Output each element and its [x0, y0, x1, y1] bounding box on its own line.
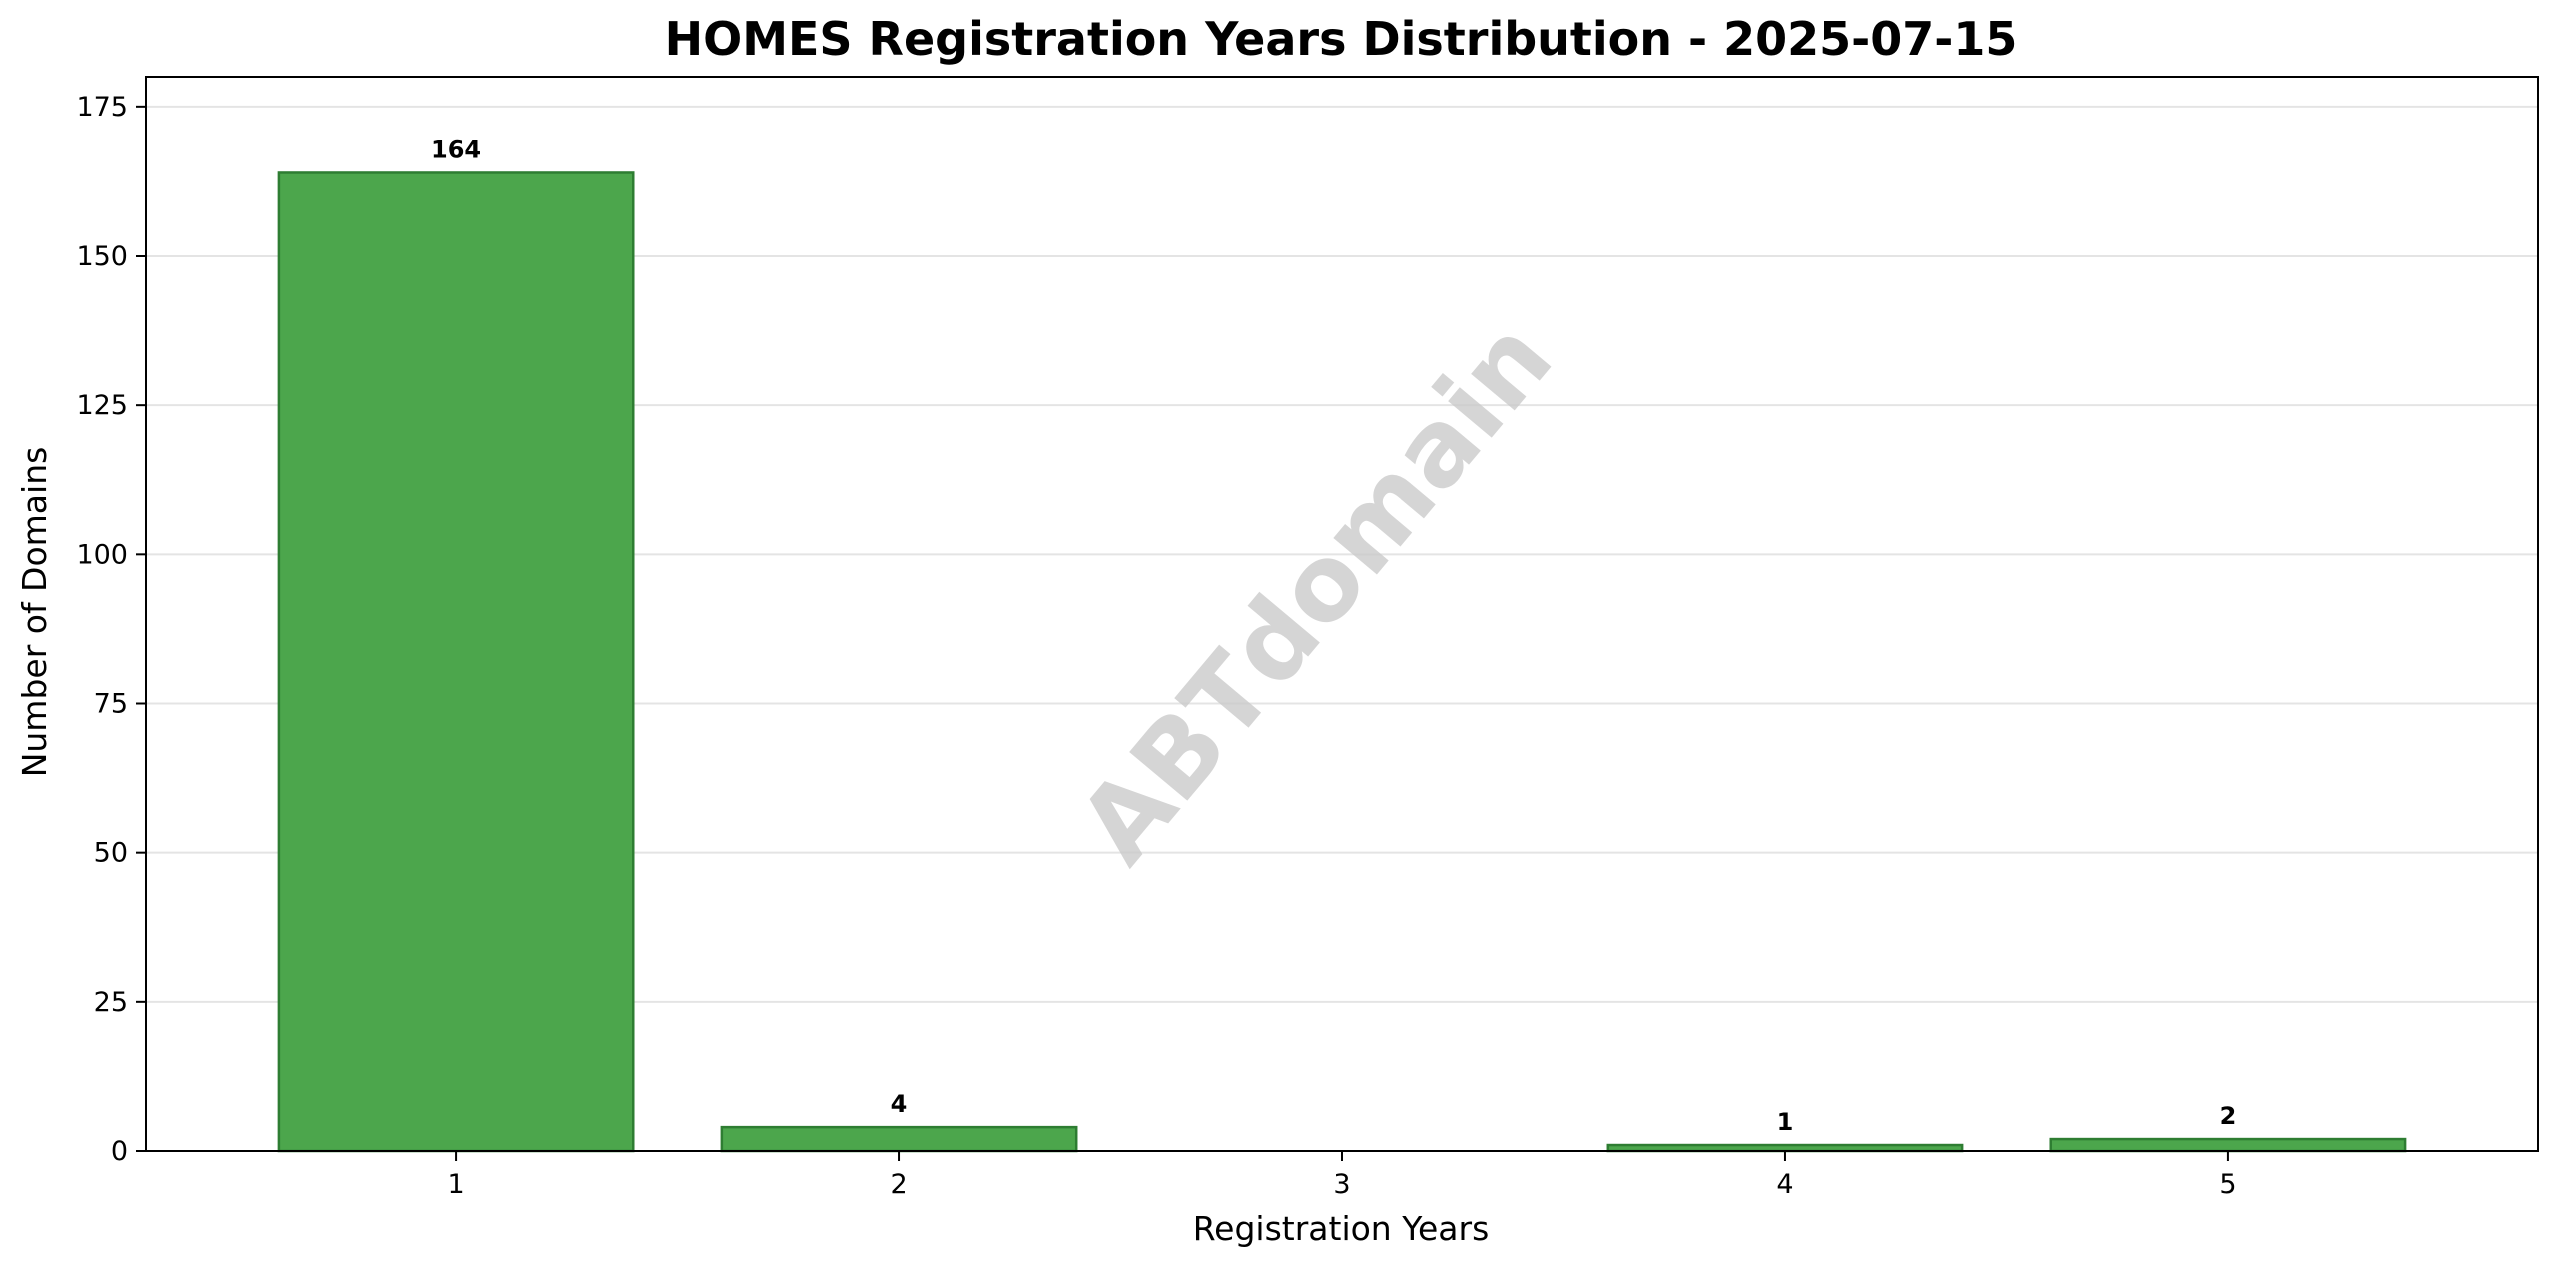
- chart-title: HOMES Registration Years Distribution - …: [665, 12, 2018, 66]
- y-axis-ticks: 0 25 50 75 100 125 150 175: [76, 92, 146, 1167]
- y-tick-label: 50: [94, 838, 128, 869]
- y-axis-label: Number of Domains: [15, 447, 54, 778]
- x-tick-label: 5: [2219, 1169, 2236, 1200]
- y-tick-label: 0: [111, 1136, 128, 1167]
- data-label: 1: [1777, 1108, 1794, 1136]
- x-tick-label: 3: [1333, 1169, 1350, 1200]
- bar: [720, 1125, 1078, 1153]
- y-tick-label: 75: [94, 689, 128, 720]
- x-tick-label: 4: [1776, 1169, 1793, 1200]
- y-tick-label: 150: [76, 241, 128, 272]
- x-tick-label: 2: [890, 1169, 907, 1200]
- data-label: 4: [891, 1090, 908, 1118]
- data-label: 2: [2220, 1102, 2237, 1130]
- y-tick-label: 100: [76, 539, 128, 570]
- data-label: 164: [431, 135, 481, 163]
- y-tick-label: 175: [76, 92, 128, 123]
- x-axis-ticks: 1 2 3 4 5: [447, 1151, 2237, 1200]
- data-labels: 164 4 1 2: [431, 135, 2236, 1136]
- y-tick-label: 25: [94, 987, 128, 1018]
- y-tick-label: 125: [76, 390, 128, 421]
- bar: [2049, 1137, 2407, 1153]
- x-tick-label: 1: [447, 1169, 464, 1200]
- bar: [277, 171, 635, 1153]
- x-axis-label: Registration Years: [1193, 1209, 1490, 1248]
